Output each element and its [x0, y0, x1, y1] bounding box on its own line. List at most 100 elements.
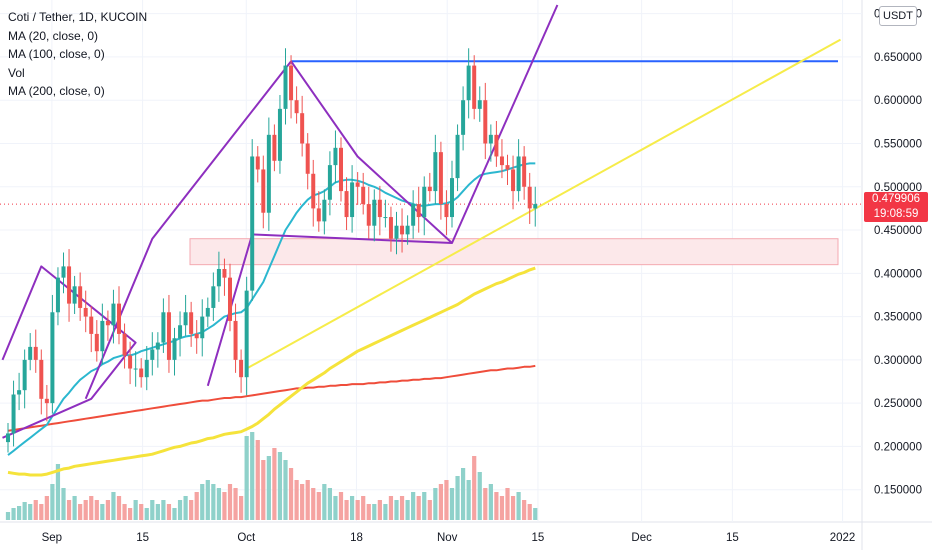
time-tick-label: 15 [136, 532, 149, 544]
volume-bar [183, 496, 188, 520]
volume-bar [338, 492, 344, 520]
volume-bar [288, 468, 294, 520]
volume-bar [238, 496, 244, 520]
volume-bar [433, 488, 438, 520]
symbol-title[interactable]: Coti / Tether, 1D, KUCOIN [8, 10, 148, 24]
candle-body [17, 390, 22, 395]
candle-body [166, 312, 171, 360]
candle-body [372, 199, 377, 226]
candle-body [277, 108, 282, 161]
candle-body [28, 346, 33, 360]
candle-body [150, 349, 155, 360]
candle-body [111, 303, 116, 326]
price-tick-label: 0.300000 [874, 355, 922, 367]
volume-bar [466, 480, 471, 520]
candle-body [350, 182, 355, 218]
volume-bar [505, 488, 510, 520]
candle-body [527, 186, 532, 209]
volume-bar [449, 488, 455, 520]
price-tick-label: 0.400000 [874, 268, 922, 280]
candle-body [505, 165, 510, 170]
candle-body [494, 134, 499, 157]
price-tick-label: 0.450000 [874, 225, 922, 237]
legend-ma200[interactable]: MA (200, close, 0) [8, 84, 105, 98]
bar-countdown: 19:08:59 [873, 208, 919, 220]
candle-body [422, 186, 427, 218]
volume-bar [94, 500, 99, 520]
candle-body [261, 169, 266, 213]
candle-body [194, 333, 199, 339]
candle-body [522, 156, 527, 187]
candle-body [255, 156, 260, 170]
volume-bar [261, 460, 266, 520]
volume-bar [111, 492, 116, 520]
volume-bar [244, 436, 249, 520]
candle-body [266, 134, 271, 213]
volume-bar [422, 492, 427, 520]
volume-bar [444, 480, 449, 520]
price-tick-label: 0.600000 [874, 95, 922, 107]
candle-body [200, 316, 205, 339]
volume-bar [194, 492, 199, 520]
legend-ma20[interactable]: MA (20, close, 0) [8, 28, 99, 43]
volume-bar [22, 502, 27, 520]
candle-body [499, 156, 504, 166]
candle-body [444, 204, 449, 218]
candle-body [72, 286, 77, 304]
candle-body [289, 65, 294, 101]
price-axis: 0.150000 0.200000 0.250000 0.300000 0.350000… [874, 9, 922, 497]
price-tick-label: 0.350000 [874, 312, 922, 324]
volume-bar [366, 504, 371, 520]
candle-body [483, 100, 488, 144]
purple-rising-line-2 [451, 4, 559, 244]
time-tick-label: 15 [726, 532, 739, 544]
candle-body [400, 225, 405, 235]
legend-ma100[interactable]: MA (100, close, 0) [8, 47, 105, 61]
candle-body [89, 316, 94, 334]
candle-body [511, 169, 516, 192]
volume-bar [277, 452, 283, 520]
candle-body [333, 147, 338, 166]
candle-body [311, 173, 316, 209]
candle-body [383, 217, 388, 219]
volume-bar [488, 484, 493, 520]
candle-body [222, 268, 227, 278]
legend-vol[interactable]: Vol [8, 65, 25, 80]
candle-body [50, 312, 55, 404]
volume-bar [460, 468, 466, 520]
candle-body [472, 65, 477, 109]
chart-legend: Coti / Tether, 1D, KUCOIN MA (20, close,… [8, 8, 147, 101]
price-tick-label: 0.650000 [874, 52, 922, 64]
candle-body [94, 333, 99, 352]
currency-unit-button[interactable]: USDT [879, 6, 917, 26]
candle-body [216, 268, 221, 287]
volume-bar [72, 496, 77, 520]
volume-bar [105, 500, 111, 520]
volume-bar [39, 504, 44, 520]
volume-bar [5, 512, 11, 520]
time-tick-label: Nov [437, 532, 458, 544]
support-zone [189, 238, 839, 266]
candle-body [233, 320, 238, 360]
candle-body [239, 359, 244, 378]
volume-bar [305, 480, 310, 520]
price-tick-label: 0.550000 [874, 138, 922, 150]
volume-bar [372, 504, 377, 520]
candle-body [516, 156, 521, 192]
candle-body [178, 325, 183, 339]
volume-bar [399, 496, 405, 520]
candlestick-series [6, 48, 538, 453]
volume-bar [50, 484, 55, 520]
volume-bar [166, 504, 172, 520]
candle-body [488, 134, 493, 144]
volume-bars [5, 432, 538, 520]
volume-bar [216, 488, 222, 520]
candle-body [33, 346, 38, 360]
volume-bar [349, 496, 355, 520]
candle-body [339, 147, 343, 192]
candle-body [78, 286, 83, 308]
volume-bar [16, 506, 22, 520]
candle-body [44, 398, 49, 404]
price-tick-label: 0.150000 [874, 485, 922, 497]
